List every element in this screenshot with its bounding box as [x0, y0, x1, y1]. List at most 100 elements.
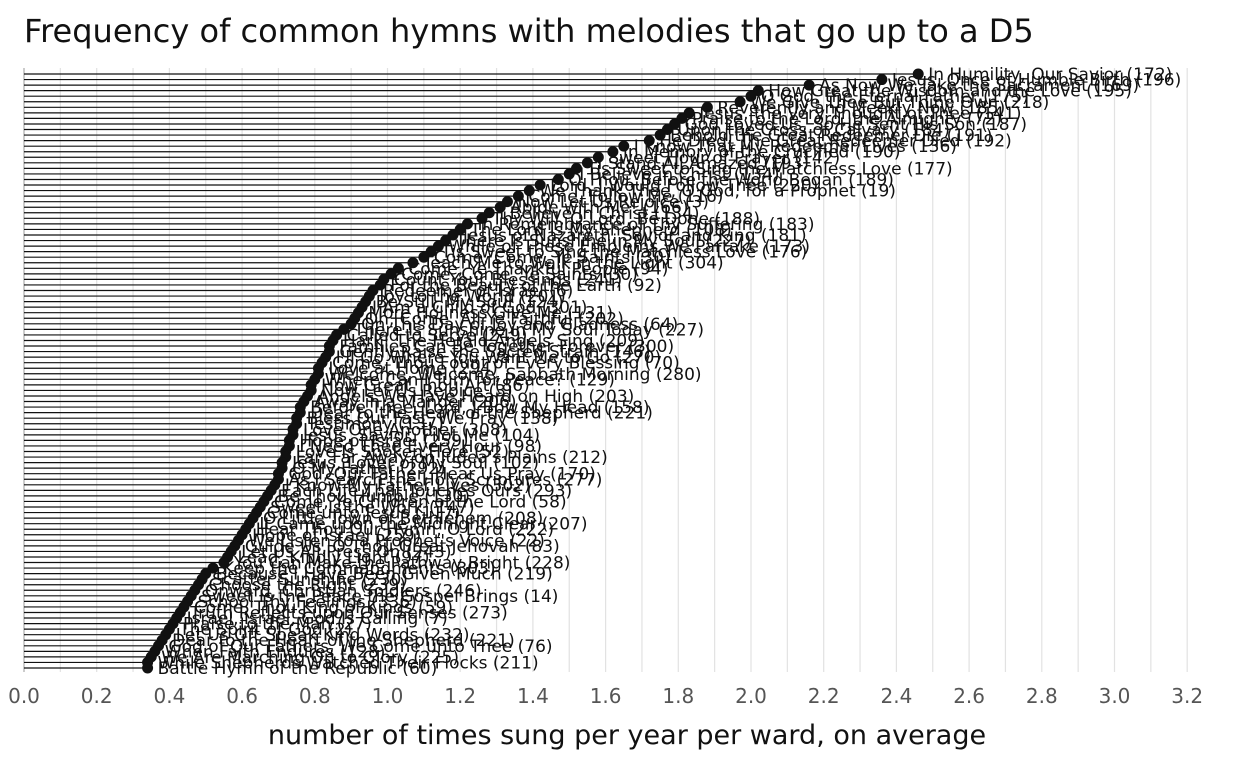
point-label: As Now We Take the Sacrament (169) — [819, 76, 1139, 96]
point-label: Each Life That Touches Ours (293) — [281, 481, 572, 501]
point-label: Because I Have Been Given Much (219) — [216, 565, 553, 585]
point-label: How Great Thou Art (86) — [321, 376, 530, 396]
x-tick-label: 1.8 — [662, 684, 694, 708]
data-point — [581, 157, 593, 169]
x-tick-label: 1.6 — [590, 684, 622, 708]
point-label: O God, the Eternal Father (175) — [761, 87, 1029, 107]
point-label: Families Can Be Together Forever (300) — [339, 337, 674, 357]
point-label: Abide with Me! (166) — [510, 198, 688, 218]
x-tick-label: 1.2 — [444, 684, 476, 708]
point-label: Be Thou Humble (130) — [278, 487, 470, 507]
point-label: Called to Serve (249) — [347, 326, 528, 346]
point-label: Lord, I Would Follow Thee (220) — [550, 176, 818, 196]
point-label: I Stand All Amazed (193) — [597, 154, 809, 174]
point-label: Love One Another (308) — [303, 420, 507, 440]
point-label: It Came upon the Midnight Clear (207) — [259, 515, 587, 535]
x-tick-label: 2.4 — [880, 684, 912, 708]
point-label: Tis Sweet to Sing the Matchless Love (17… — [440, 243, 807, 263]
point-label: I Need Thee Every Hour (98) — [299, 437, 542, 457]
data-point — [745, 90, 757, 102]
point-label: Oh, Come, All Ye Faithful (202) — [365, 309, 624, 329]
point-label: While Shepherds Watched Their Flocks (21… — [158, 653, 539, 673]
point-label: Praise to the Lord, the Almighty (72) — [692, 109, 1002, 129]
point-labels: In Humility, Our Savior (172)Jesus, Once… — [158, 65, 1182, 679]
dots — [142, 68, 924, 674]
point-label: Come unto Jesus (117) — [267, 504, 461, 524]
point-label: How Great the Wisdom and the Love (195) — [768, 82, 1132, 102]
x-tick-label: 2.2 — [808, 684, 840, 708]
point-label: Bless Our Fast, We Pray (138) — [307, 409, 559, 429]
point-label: Before Thee, Lord, I Bow My Head (158) — [310, 398, 649, 418]
point-label: Onward, Christian Soldiers (246) — [205, 581, 482, 601]
point-label: Hark! The Herald Angels Sing (209) — [343, 331, 645, 351]
point-label: Come, Come, Ye Saints (30) — [434, 248, 671, 268]
point-label: He Died! The Great Redeemer Died (192) — [659, 132, 1012, 152]
x-axis-ticks: 0.0 0.2 0.4 0.6 0.8 1.0 1.2 1.4 1.6 1.8 2.0 2.2 2.4 2… — [8, 684, 1203, 708]
point-label: Scatter Sunshine (230) — [212, 570, 408, 590]
point-label: Jesus, Once of Humble Birth (196) — [891, 71, 1181, 91]
point-label: There Is Sunshine in My Soul Today (227) — [353, 320, 704, 340]
point-label: Love Is Spoken Here (52) — [296, 442, 509, 462]
point-label: Praise to the Man (27) — [183, 615, 372, 635]
point-label: Far, Far Away on Judea's Plains (212) — [296, 448, 608, 468]
point-label: Upon the Cross of Calvary (184) — [677, 121, 950, 141]
x-axis-title: number of times sung per year per ward, … — [268, 720, 986, 751]
point-label: Behold the Great Redeemer Die (191) — [670, 126, 992, 146]
point-label: Be Still, My Soul (124) — [376, 293, 564, 313]
point-label: Sweet Is the Peace the Gospel Brings (14… — [201, 587, 558, 607]
point-label: You Can Make the Pathway Bright (228) — [233, 554, 571, 574]
point-label: Gently Raise the Sacred Strain (146) — [339, 343, 650, 363]
point-label: Welcome, Welcome, Sabbath Morning (280) — [328, 365, 701, 385]
point-label: When Faith Endures (128) — [165, 642, 386, 662]
data-point — [654, 129, 666, 141]
data-point — [523, 185, 535, 197]
point-label: Redeemer of Israel (6) — [383, 282, 573, 302]
point-label: Dear to the Heart of the Shepherd (221) — [310, 404, 653, 424]
point-label: Israel, Israel, God Is Calling (7) — [187, 609, 448, 629]
point-label: Now Let Us Rejoice (3) — [321, 381, 512, 401]
point-label: I Am a Child of God (301) — [372, 298, 587, 318]
data-point — [552, 173, 564, 185]
x-tick-label: 0.8 — [299, 684, 331, 708]
point-label: We Listen to a Prophet's Voice (22) — [248, 531, 544, 551]
point-label: I Believe in Christ (134) — [499, 204, 699, 224]
point-label: There Is Sunshine in My Soul (227) — [455, 232, 752, 252]
data-point — [218, 557, 230, 569]
point-label: Come, Thou Fount of Every Blessing (70) — [332, 354, 680, 374]
x-tick-label: 3.0 — [1099, 684, 1131, 708]
data-point — [607, 146, 619, 158]
point-label: We Are Marching On to Glory (225) — [161, 648, 459, 668]
point-label: In Remembrance of Thy Suffering (183) — [477, 215, 814, 235]
x-tick-label: 1.0 — [372, 684, 404, 708]
data-point — [803, 79, 815, 91]
point-label: Hope of Israel (259) — [252, 526, 421, 546]
point-label: Let Us All Press On (243) — [241, 542, 451, 562]
data-point — [142, 662, 154, 674]
point-label: For the Beauty of the Earth (92) — [390, 276, 662, 296]
chart-title: Frequency of common hymns with melodies … — [24, 12, 1034, 50]
point-label: God Loved Us, So He Sent His Son (187) — [685, 115, 1027, 135]
data-point — [512, 190, 524, 202]
point-label: Thy Will, O Lord, Be Done (188) — [491, 209, 760, 229]
data-point — [643, 135, 655, 147]
point-label: Hear Thou Our Hymn, O Lord (222) — [256, 520, 554, 540]
point-label: Teach Me to Walk in the Light (304) — [422, 254, 724, 274]
point-label: O Thou, Before the World Began (189) — [568, 170, 894, 190]
point-label: Jesus, Lover of My Soul (102) — [291, 454, 539, 474]
point-label: Keep the Commandments (303) — [223, 559, 496, 579]
point-label: Where Can I Turn for Peace? (129) — [325, 370, 615, 390]
point-label: Dear to the Heart of the Shepherd (221) — [172, 631, 515, 651]
x-tick-label: 0.2 — [81, 684, 113, 708]
x-tick-label: 3.2 — [1171, 684, 1203, 708]
x-tick-label: 2.8 — [1026, 684, 1058, 708]
point-label: Come, Ye Children of the Lord (58) — [274, 492, 567, 512]
x-tick-label: 0.4 — [153, 684, 185, 708]
point-label: Jesus, Savior, Pilot Me (104) — [302, 426, 540, 446]
point-label: Love at Home (294) — [328, 359, 497, 379]
point-label: Sweet Is the Work (147) — [270, 498, 474, 518]
data-point — [534, 179, 546, 191]
x-tick-label: 2.0 — [735, 684, 767, 708]
data-point — [912, 68, 924, 80]
x-tick-label: 0.0 — [8, 684, 40, 708]
point-label: As I Search the Holy Scriptures (277) — [288, 470, 602, 490]
